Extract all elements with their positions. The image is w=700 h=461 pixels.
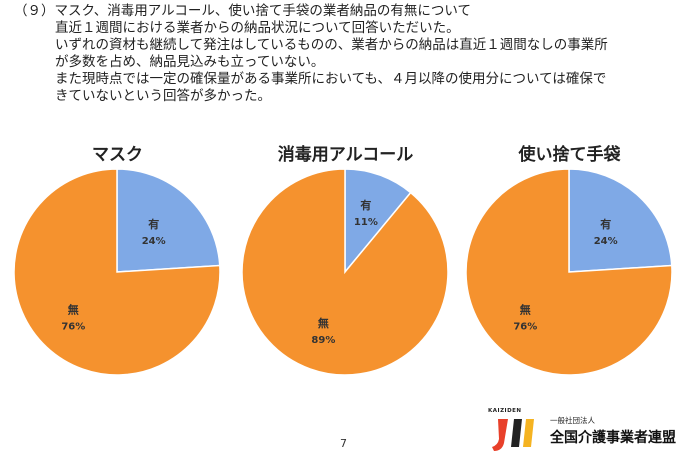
section-line: きていないという回答が多かった。 (55, 88, 271, 104)
chart-title: 使い捨て手袋 (518, 145, 621, 165)
slice-value-label: 11% (354, 217, 378, 228)
slice-value-label: 89% (311, 335, 335, 346)
slice-value-label: 76% (513, 322, 537, 333)
slice-value-label: 24% (142, 236, 166, 247)
section-heading: （９）マスク、消毒用アルコール、使い捨て手袋の業者納品の有無について (14, 3, 471, 19)
page-number: 7 (340, 437, 347, 450)
pie-slice-yes (116, 168, 221, 273)
pie-slice-no (13, 168, 221, 376)
pie-slice-yes (568, 168, 673, 273)
pie-slice-yes (344, 168, 412, 275)
slice-label: 有 (360, 198, 371, 212)
org-type: 一般社団法人 (550, 416, 595, 425)
slice-label: 無 (68, 303, 79, 317)
slice-value-label: 76% (61, 322, 85, 333)
chart-title: 消毒用アルコール (277, 145, 414, 165)
pie-chart-svg: 有 24% 無 76% (465, 168, 673, 376)
chart-title: マスク (92, 145, 143, 165)
pie-slice-no (241, 168, 449, 376)
section-line: いずれの資材も継続して発注はしているものの、業者からの納品は直近１週間なしの事業… (55, 37, 608, 53)
org-logo: KAIZIDEN 一般社団法人 全国介護事業者連盟 (488, 405, 688, 457)
pie-chart-mask: マスク 有 24% 無 76% (10, 140, 225, 385)
section-line: 直近１週間における業者からの納品状況について回答いただいた。 (55, 20, 460, 36)
slice-value-label: 24% (594, 236, 618, 247)
section-line: が多数を占め、納品見込みも立っていない。 (55, 54, 325, 70)
pie-chart-svg: 有 11% 無 89% (241, 168, 449, 376)
pie-chart-gloves: 使い捨て手袋 有 24% 無 76% (462, 140, 677, 385)
slice-label: 無 (520, 303, 531, 317)
slice-label: 有 (600, 217, 611, 231)
logo-tag: KAIZIDEN (488, 408, 522, 414)
slice-label: 有 (148, 217, 159, 231)
pie-chart-alcohol: 消毒用アルコール 有 11% 無 89% (238, 140, 453, 385)
section-line: また現時点では一定の確保量がある事業所においても、４月以降の使用分については確保… (55, 71, 607, 87)
section-text: （９）マスク、消毒用アルコール、使い捨て手袋の業者納品の有無について 直近１週間… (14, 3, 694, 105)
pie-slice-no (465, 168, 673, 376)
slice-label: 無 (318, 316, 329, 330)
pie-chart-svg: 有 24% 無 76% (13, 168, 221, 376)
org-name: 全国介護事業者連盟 (550, 430, 676, 446)
logo-mark-icon (492, 419, 534, 451)
